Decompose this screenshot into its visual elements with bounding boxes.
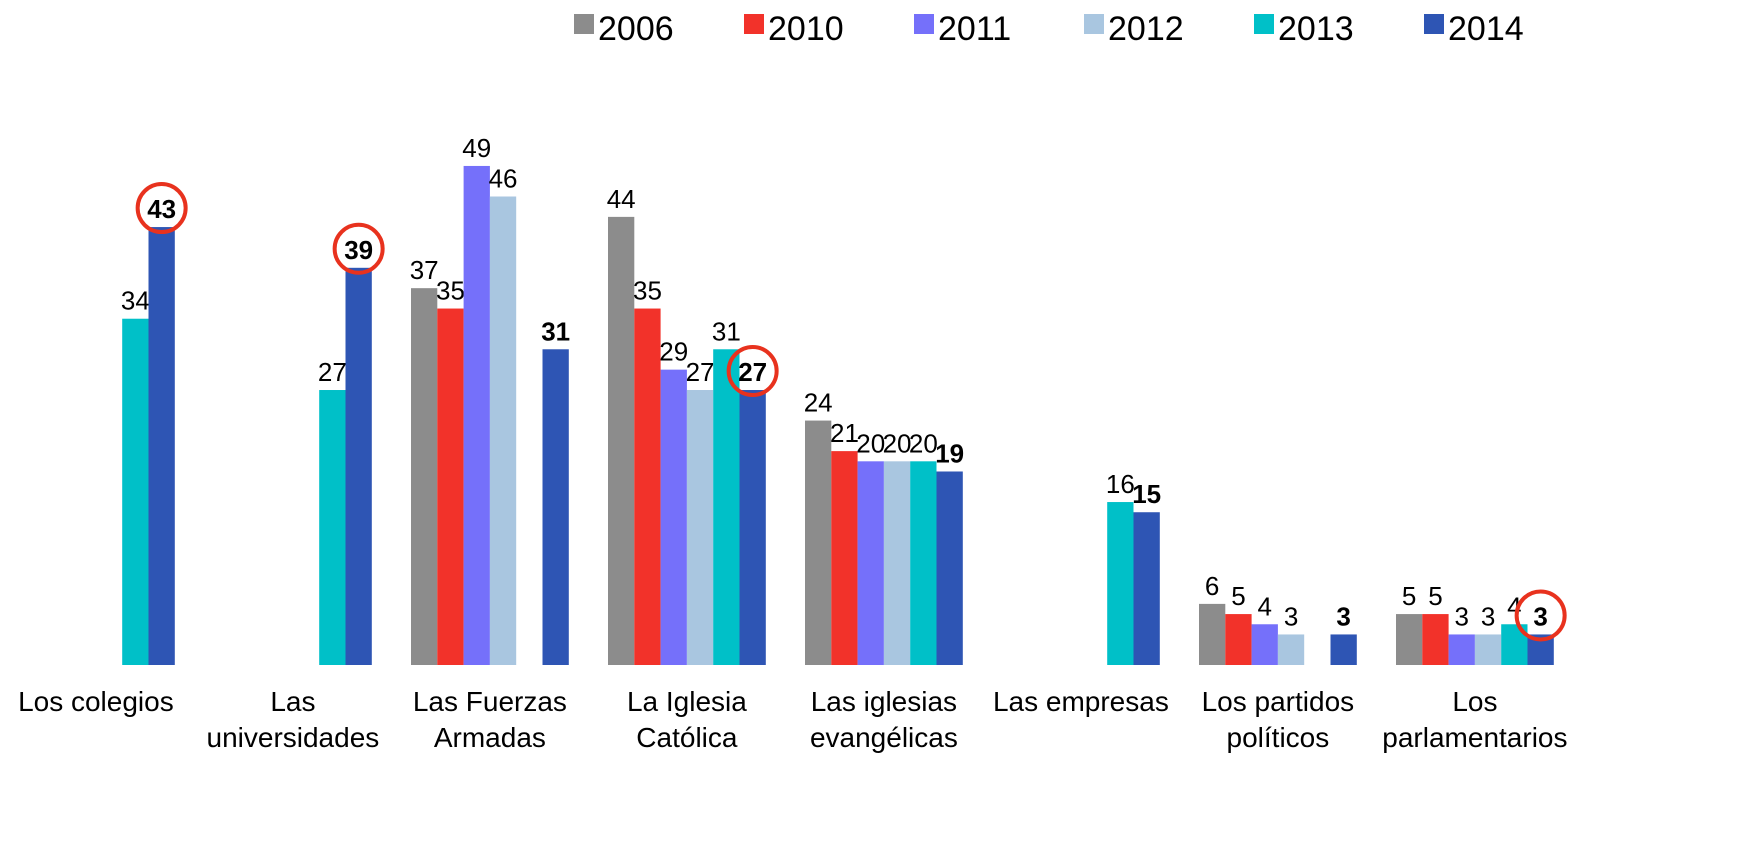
bar bbox=[463, 165, 490, 665]
bar bbox=[1422, 614, 1449, 665]
legend-label: 2011 bbox=[938, 10, 1011, 48]
value-label: 3 bbox=[1533, 601, 1547, 631]
bar bbox=[936, 471, 963, 665]
bar bbox=[1225, 614, 1252, 665]
legend-swatch bbox=[1424, 14, 1444, 34]
bar bbox=[1474, 634, 1502, 665]
legend-swatch bbox=[574, 14, 594, 34]
value-label: 27 bbox=[738, 357, 767, 387]
value-label: 19 bbox=[935, 438, 964, 468]
bar bbox=[660, 369, 687, 665]
legend-label: 2006 bbox=[598, 10, 674, 48]
value-label: 37 bbox=[410, 255, 439, 285]
bar bbox=[910, 461, 937, 665]
bar bbox=[1330, 634, 1357, 665]
value-label: 29 bbox=[659, 337, 688, 367]
highlight-circle bbox=[726, 345, 779, 398]
x-tick-label: Los colegios bbox=[18, 686, 174, 717]
value-label: 35 bbox=[633, 276, 662, 306]
legend-label: 2014 bbox=[1448, 10, 1524, 48]
bar bbox=[634, 308, 661, 665]
legend-label: 2012 bbox=[1108, 10, 1184, 48]
bar bbox=[831, 451, 858, 665]
legend-label: 2013 bbox=[1278, 10, 1354, 48]
value-label: 31 bbox=[712, 316, 741, 346]
x-tick-label: Las universidades bbox=[206, 686, 380, 753]
bar bbox=[319, 390, 346, 665]
highlight-circle bbox=[1514, 589, 1567, 642]
value-label: 4 bbox=[1258, 591, 1272, 621]
bar bbox=[411, 288, 438, 665]
bar bbox=[805, 420, 832, 665]
legend-swatch bbox=[914, 14, 934, 34]
bar bbox=[883, 461, 911, 665]
value-label: 3 bbox=[1455, 601, 1469, 631]
value-label: 21 bbox=[830, 418, 859, 448]
value-label: 34 bbox=[121, 286, 150, 316]
value-label: 5 bbox=[1402, 581, 1416, 611]
value-label: 27 bbox=[686, 357, 715, 387]
bar bbox=[489, 196, 517, 665]
value-label: 3 bbox=[1336, 601, 1350, 631]
value-label: 44 bbox=[607, 184, 636, 214]
legend-label: 2010 bbox=[768, 10, 844, 48]
value-label: 20 bbox=[909, 428, 938, 458]
value-label: 24 bbox=[804, 388, 833, 418]
highlight-circle bbox=[135, 182, 188, 235]
value-label: 5 bbox=[1231, 581, 1245, 611]
bar bbox=[686, 390, 714, 665]
value-label: 6 bbox=[1205, 571, 1219, 601]
value-label: 20 bbox=[883, 428, 912, 458]
value-label: 16 bbox=[1106, 469, 1135, 499]
value-label: 35 bbox=[436, 276, 465, 306]
bar bbox=[1251, 624, 1278, 665]
bar bbox=[345, 267, 372, 665]
bar bbox=[1448, 634, 1475, 665]
bar bbox=[148, 227, 175, 666]
value-label: 15 bbox=[1132, 479, 1161, 509]
bar bbox=[713, 349, 740, 665]
bar bbox=[542, 349, 569, 665]
legend-swatch bbox=[1254, 14, 1274, 34]
bar bbox=[1396, 614, 1423, 665]
x-tick-label: Los parlamentarios bbox=[1382, 686, 1568, 753]
bar bbox=[1277, 634, 1305, 665]
value-label: 27 bbox=[318, 357, 347, 387]
bar bbox=[608, 216, 635, 665]
x-tick-label: Las iglesias evangélicas bbox=[809, 686, 958, 753]
value-label: 49 bbox=[462, 133, 491, 163]
bar bbox=[122, 318, 149, 665]
x-tick-label: Las Fuerzas Armadas bbox=[412, 686, 567, 753]
highlight-circle bbox=[332, 222, 385, 275]
bar bbox=[857, 461, 884, 665]
value-label: 39 bbox=[344, 235, 373, 265]
value-label: 5 bbox=[1428, 581, 1442, 611]
bar bbox=[1133, 512, 1160, 665]
bar bbox=[739, 390, 766, 665]
x-tick-label: La Iglesia Católica bbox=[626, 686, 747, 753]
value-label: 3 bbox=[1481, 601, 1495, 631]
legend-swatch bbox=[744, 14, 764, 34]
value-label: 20 bbox=[856, 428, 885, 458]
value-label: 46 bbox=[489, 164, 518, 194]
legend-swatch bbox=[1084, 14, 1104, 34]
bar bbox=[1107, 502, 1134, 665]
value-label: 3 bbox=[1284, 601, 1298, 631]
value-label: 43 bbox=[147, 194, 176, 224]
bar bbox=[1199, 603, 1226, 665]
x-tick-label: Los partidos políticos bbox=[1201, 686, 1355, 753]
value-label: 31 bbox=[541, 316, 570, 346]
bar bbox=[437, 308, 464, 665]
x-tick-label: Las empresas bbox=[992, 686, 1169, 717]
